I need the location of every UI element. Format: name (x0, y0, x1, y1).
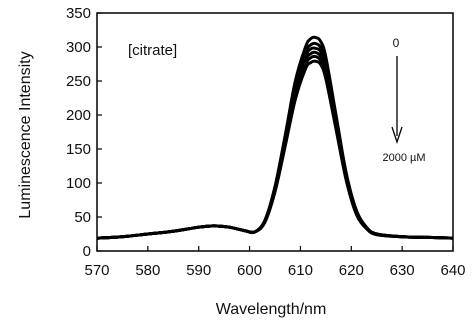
y-tick-label: 350 (66, 5, 91, 22)
plot-frame (96, 12, 454, 252)
spectrum-line-5 (96, 59, 454, 240)
x-tick-label: 580 (135, 262, 160, 279)
concentration-arrow-head (391, 126, 403, 145)
spectrum-line-2 (96, 46, 454, 240)
y-tick-label: 200 (66, 107, 91, 124)
y-tick-label: 100 (66, 175, 91, 192)
arrow-end-label: 2000 µM (382, 152, 425, 164)
citrate-label: [citrate] (128, 42, 177, 59)
spectrum-line-3 (96, 50, 454, 240)
y-tick-label: 50 (74, 209, 91, 226)
x-tick-label: 630 (390, 262, 415, 279)
x-tick-label: 610 (288, 262, 313, 279)
spectrum-line-1 (96, 41, 454, 240)
x-tick-label: 620 (339, 262, 364, 279)
spectrum-line-0 (96, 35, 454, 240)
y-tick-label: 150 (66, 141, 91, 158)
spectrum-line-4 (96, 54, 454, 240)
x-tick-label: 570 (84, 262, 109, 279)
x-tick-label: 600 (237, 262, 262, 279)
y-tick-label: 0 (83, 243, 91, 260)
x-tick-label: 590 (186, 262, 211, 279)
x-axis-title: Wavelength/nm (216, 301, 327, 318)
arrow-start-label: 0 (393, 36, 400, 50)
x-tick-label: 640 (440, 262, 465, 279)
y-axis-title: Luminescence Intensity (17, 51, 34, 218)
y-tick-label: 300 (66, 39, 91, 56)
y-tick-label: 250 (66, 73, 91, 90)
